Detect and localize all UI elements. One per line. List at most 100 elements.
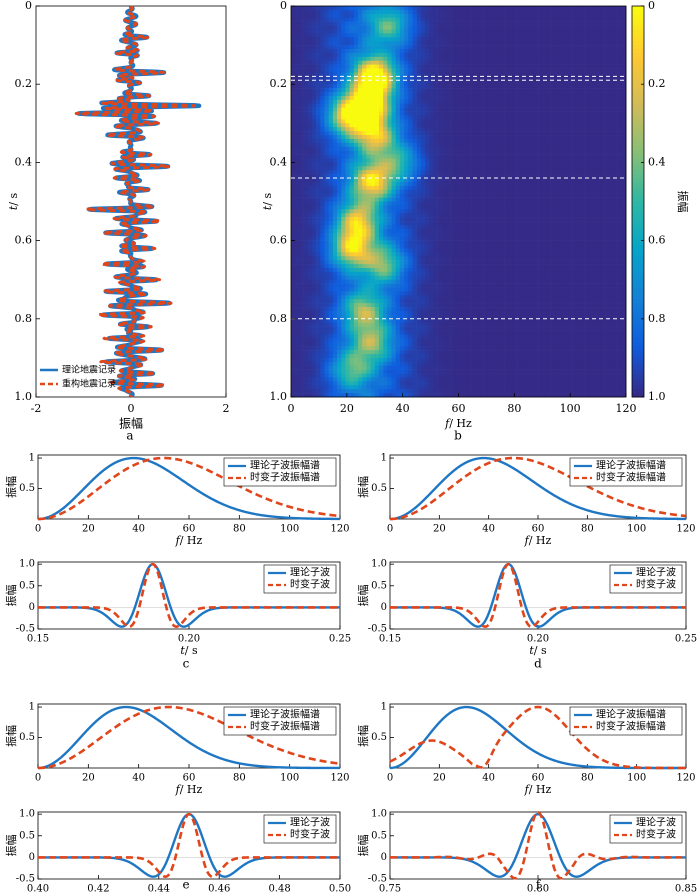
- heatmap-cell: [299, 224, 304, 230]
- heatmap-cell: [433, 154, 438, 159]
- heatmap-cell: [567, 150, 572, 155]
- heatmap-cell: [395, 240, 401, 245]
- heatmap-cell: [479, 119, 484, 124]
- heatmap-cell: [337, 111, 342, 116]
- heatmap-cell: [295, 76, 300, 81]
- heatmap-cell: [425, 111, 430, 116]
- heatmap-cell: [349, 209, 355, 214]
- heatmap-cell: [416, 131, 422, 136]
- heatmap-cell: [433, 49, 438, 54]
- heatmap-cell: [299, 115, 304, 120]
- heatmap-cell: [341, 115, 346, 120]
- heatmap-cell: [324, 80, 329, 85]
- heatmap-cell: [508, 162, 514, 167]
- heatmap-cell: [567, 154, 572, 159]
- heatmap-cell: [328, 29, 334, 34]
- heatmap-cell: [316, 131, 321, 136]
- heatmap-cell: [349, 217, 355, 222]
- heatmap-cell: [316, 80, 321, 85]
- heatmap-cell: [546, 123, 551, 128]
- heatmap-cell: [546, 205, 551, 210]
- heatmap-cell: [479, 21, 484, 26]
- heatmap-cell: [605, 6, 610, 11]
- heatmap-cell: [295, 170, 300, 175]
- heatmap-cell: [408, 244, 413, 249]
- heatmap-cell: [538, 166, 543, 171]
- heatmap-cell: [496, 244, 501, 249]
- heatmap-cell: [500, 45, 505, 50]
- heatmap-cell: [600, 17, 606, 22]
- heatmap-cell: [353, 111, 359, 116]
- heatmap-cell: [500, 25, 505, 30]
- heatmap-cell: [391, 217, 396, 222]
- heatmap-cell: [362, 33, 367, 38]
- heatmap-cell: [349, 232, 355, 237]
- heatmap-cell: [404, 174, 409, 179]
- heatmap-cell: [621, 209, 627, 214]
- heatmap-cell: [416, 228, 422, 234]
- heatmap-cell: [437, 60, 443, 65]
- heatmap-cell: [592, 213, 597, 218]
- heatmap-cell: [563, 162, 568, 167]
- heatmap-cell: [563, 166, 568, 171]
- heatmap-cell: [559, 224, 564, 230]
- heatmap-cell: [521, 244, 526, 249]
- heatmap-cell: [500, 240, 505, 245]
- heatmap-cell: [316, 60, 321, 65]
- heatmap-cell: [567, 213, 572, 218]
- heatmap-cell: [345, 29, 350, 34]
- heatmap-cell: [311, 119, 317, 124]
- heatmap-cell: [303, 228, 309, 234]
- heatmap-cell: [563, 76, 568, 81]
- heatmap-cell: [395, 52, 401, 58]
- heatmap-cell: [563, 45, 568, 50]
- heatmap-cell: [517, 209, 522, 214]
- heatmap-cell: [575, 150, 581, 155]
- heatmap-cell: [600, 52, 606, 58]
- heatmap-cell: [437, 170, 443, 175]
- heatmap-cell: [404, 146, 409, 151]
- heatmap-cell: [328, 37, 334, 42]
- heatmap-cell: [517, 80, 522, 85]
- heatmap-cell: [362, 92, 367, 97]
- heatmap-cell: [584, 205, 589, 210]
- heatmap-cell: [311, 9, 317, 15]
- heatmap-cell: [378, 185, 384, 191]
- heatmap-cell: [579, 52, 585, 58]
- heatmap-cell: [408, 60, 413, 65]
- heatmap-cell: [529, 88, 535, 93]
- heatmap-cell: [546, 13, 551, 19]
- heatmap-cell: [387, 138, 392, 144]
- heatmap-cell: [311, 6, 317, 11]
- heatmap-cell: [496, 178, 501, 183]
- heatmap-cell: [600, 193, 606, 198]
- heatmap-cell: [533, 213, 539, 218]
- heatmap-cell: [324, 21, 329, 26]
- heatmap-cell: [345, 52, 350, 58]
- heatmap-cell: [600, 189, 606, 194]
- heatmap-cell: [441, 88, 447, 93]
- heatmap-cell: [613, 135, 618, 140]
- heatmap-cell: [550, 146, 556, 151]
- heatmap-cell: [316, 185, 321, 191]
- heatmap-cell: [567, 193, 572, 198]
- heatmap-cell: [362, 107, 367, 112]
- heatmap-cell: [471, 88, 476, 93]
- heatmap-cell: [613, 37, 618, 42]
- heatmap-cell: [588, 205, 593, 210]
- heatmap-cell: [404, 99, 409, 105]
- heatmap-cell: [533, 111, 539, 116]
- heatmap-cell: [437, 154, 443, 159]
- heatmap-cell: [412, 88, 417, 93]
- heatmap-cell: [358, 135, 363, 140]
- heatmap-cell: [408, 84, 413, 89]
- heatmap-cell: [441, 33, 447, 38]
- heatmap-cell: [399, 189, 405, 194]
- heatmap-cell: [353, 99, 359, 105]
- heatmap-cell: [378, 111, 384, 116]
- heatmap-cell: [454, 84, 459, 89]
- heatmap-cell: [383, 158, 388, 163]
- heatmap-cell: [328, 162, 334, 167]
- heatmap-cell: [621, 150, 627, 155]
- heatmap-cell: [307, 72, 313, 77]
